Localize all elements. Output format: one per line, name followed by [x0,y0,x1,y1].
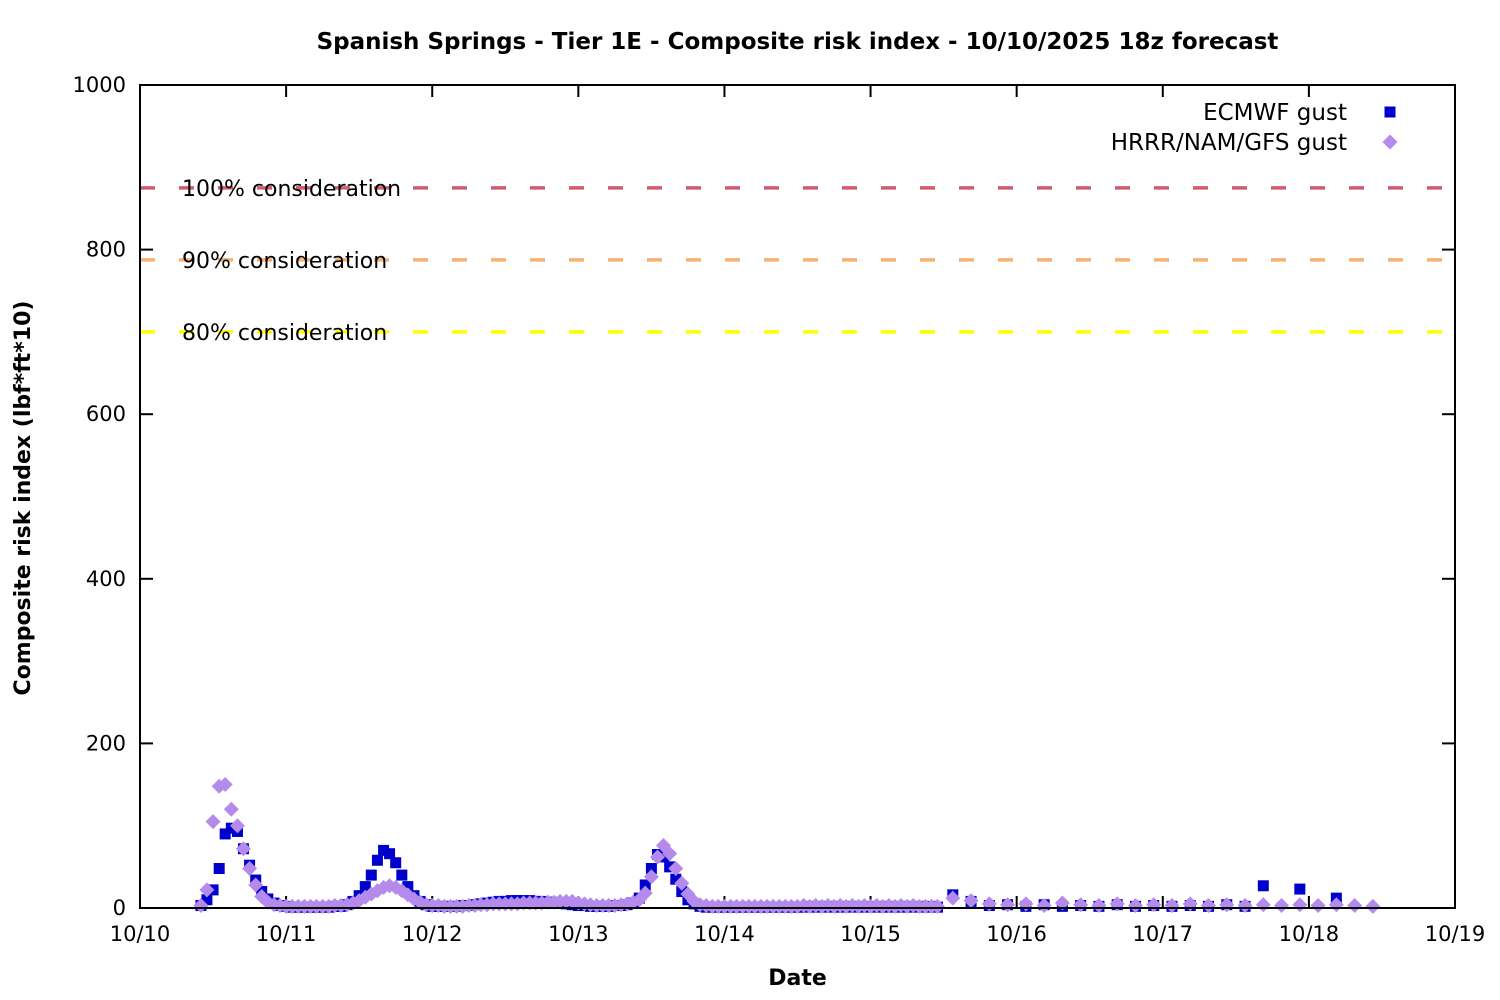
data-point-series-0 [1294,883,1306,895]
x-axis-title: Date [768,966,827,991]
x-tick-label: 10/16 [986,922,1047,946]
data-point-series-1 [1036,898,1052,914]
y-tick-label: 600 [86,402,126,426]
data-point-series-0 [219,828,231,840]
data-point-series-1 [242,860,258,876]
y-tick-label: 1000 [73,73,126,97]
data-point-series-1 [235,841,251,857]
data-point-series-1 [929,898,945,914]
data-point-series-1 [662,846,678,862]
data-point-series-0 [664,861,676,873]
data-point-series-1 [963,893,979,909]
x-tick-label: 10/15 [840,922,901,946]
y-tick-label: 400 [86,567,126,591]
legend-marker-square [1384,106,1396,118]
x-tick-label: 10/10 [110,922,171,946]
x-tick-label: 10/11 [256,922,317,946]
legend-label: ECMWF gust [1203,100,1347,126]
data-point-series-0 [402,881,414,893]
y-tick-label: 800 [86,238,126,262]
data-point-series-0 [639,879,651,891]
data-point-series-1 [1201,898,1217,914]
data-point-series-0 [378,844,390,856]
data-point-series-1 [1091,898,1107,914]
data-point-series-1 [199,882,215,898]
data-point-series-1 [229,818,245,834]
data-point-series-1 [248,877,264,893]
data-point-series-1 [674,875,690,891]
data-point-series-0 [359,881,371,893]
data-point-series-0 [371,854,383,866]
data-point-series-1 [1127,898,1143,914]
data-point-series-0 [225,822,237,834]
data-point-series-0 [645,862,657,874]
plot-border [139,84,1456,909]
data-point-series-1 [217,777,233,793]
data-point-series-0 [396,869,408,881]
chart-title: Spanish Springs - Tier 1E - Composite ri… [316,29,1279,55]
data-point-series-1 [223,801,239,817]
data-point-series-1 [1347,898,1363,914]
threshold-label: 100% consideration [182,177,401,202]
data-point-series-1 [650,849,666,865]
data-point-series-0 [201,894,213,906]
data-point-series-1 [1237,898,1253,914]
x-tick-label: 10/14 [694,922,755,946]
data-point-series-1 [668,860,684,876]
data-point-series-0 [365,869,377,881]
data-point-series-0 [1257,880,1269,892]
x-tick-label: 10/12 [402,922,463,946]
data-point-series-0 [213,862,225,874]
x-tick-label: 10/13 [548,922,609,946]
data-point-series-1 [945,890,961,906]
data-point-series-0 [676,886,688,898]
data-point-series-1 [205,814,221,830]
x-tick-label: 10/18 [1279,922,1340,946]
data-point-series-1 [643,869,659,885]
data-point-series-0 [390,857,402,869]
data-point-series-1 [1310,898,1326,914]
data-point-series-1 [193,898,209,914]
data-point-series-1 [1164,898,1180,914]
legend-label: HRRR/NAM/GFS gust [1111,130,1347,156]
data-point-series-1 [1292,897,1308,913]
legend-marker-diamond [1382,134,1398,150]
data-point-series-1 [1054,895,1070,911]
data-point-series-1 [1274,898,1290,914]
y-tick-label: 200 [86,731,126,755]
x-tick-label: 10/17 [1133,922,1194,946]
data-point-series-1 [637,885,653,901]
threshold-label: 90% consideration [182,249,387,274]
data-point-series-0 [670,873,682,885]
y-tick-label: 0 [113,896,126,920]
data-point-series-1 [1365,898,1381,914]
x-tick-label: 10/19 [1425,922,1486,946]
data-point-series-1 [1255,897,1271,913]
threshold-label: 80% consideration [182,321,387,346]
data-point-series-0 [384,848,396,860]
